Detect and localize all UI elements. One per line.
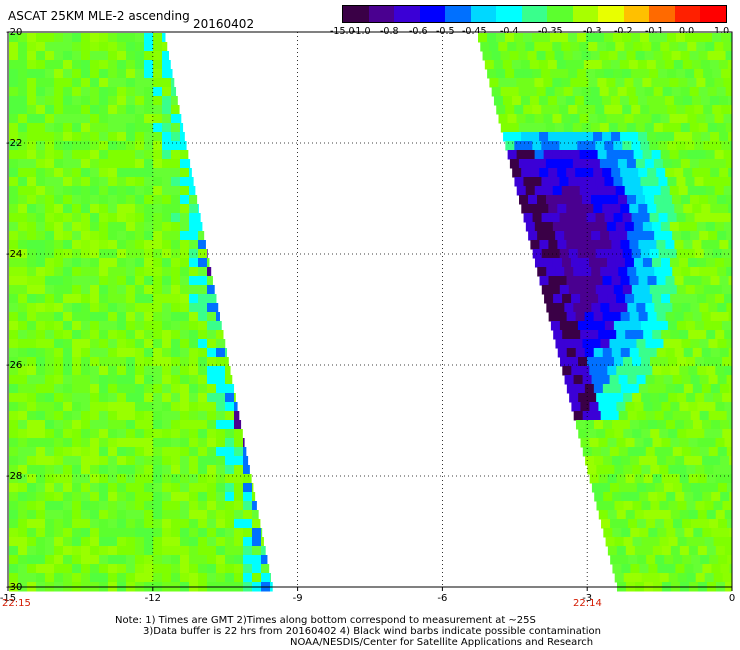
colorbar-segment	[700, 6, 727, 22]
colorbar-segment	[521, 6, 548, 22]
colorbar-segment	[343, 6, 370, 22]
colorbar-segment	[547, 6, 574, 22]
longitude-label: -6	[437, 593, 447, 604]
colorbar-segment	[598, 6, 625, 22]
longitude-label: -3	[582, 593, 592, 604]
latitude-label: -30	[6, 582, 22, 593]
note-line-1: Note: 1) Times are GMT 2)Times along bot…	[115, 615, 536, 626]
longitude-label: 0	[729, 593, 735, 604]
colorbar-segment	[572, 6, 599, 22]
latitude-label: -24	[6, 249, 22, 260]
latitude-label: -20	[6, 27, 22, 38]
latitude-label: -28	[6, 471, 22, 482]
latitude-label: -22	[6, 138, 22, 149]
longitude-label: -12	[145, 593, 161, 604]
longitude-label: -9	[293, 593, 303, 604]
colorbar-segment	[470, 6, 497, 22]
note-line-3: NOAA/NESDIS/Center for Satellite Applica…	[290, 637, 594, 648]
longitude-label: -15	[0, 593, 16, 604]
colorbar-segment	[649, 6, 676, 22]
chart-date: 20160402	[193, 17, 255, 31]
tick-layer: -15 -12 -9 -6 -3 0-20-22-24-26-28-30	[0, 27, 735, 604]
colorbar-segment	[445, 6, 472, 22]
colorbar	[342, 5, 727, 23]
map-frame	[7, 31, 733, 588]
colorbar-segment	[368, 6, 395, 22]
colorbar-segment	[623, 6, 650, 22]
chart-title: ASCAT 25KM MLE-2 ascending	[8, 9, 190, 23]
grid-layer	[8, 32, 732, 587]
colorbar-segment	[419, 6, 446, 22]
start-time-label: 22:15	[2, 598, 31, 609]
swath-layer	[9, 33, 732, 592]
colorbar-segment	[674, 6, 701, 22]
note-line-2: 3)Data buffer is 22 hrs from 20160402 4)…	[143, 626, 601, 637]
latitude-label: -26	[6, 360, 22, 371]
colorbar-segment	[496, 6, 523, 22]
colorbar-segment	[394, 6, 421, 22]
end-time-label: 22:14	[573, 598, 602, 609]
